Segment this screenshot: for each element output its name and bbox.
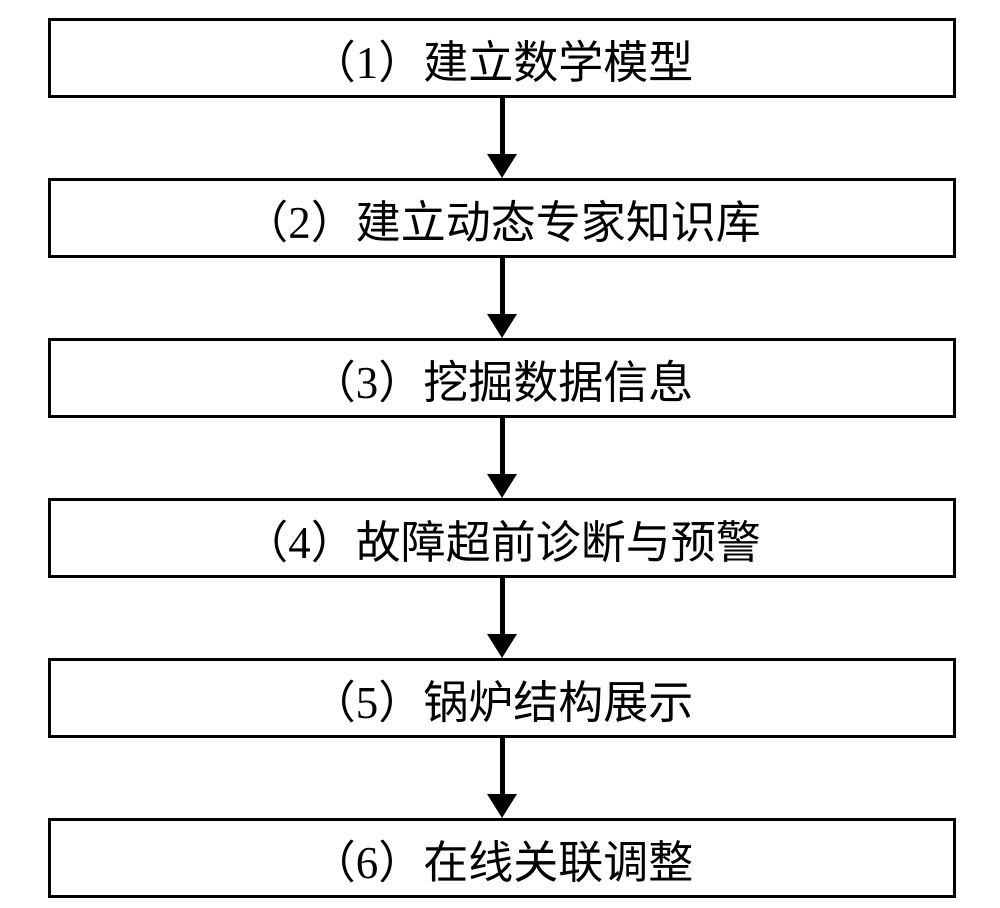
flow-step-3: （3）挖掘数据信息	[48, 338, 956, 418]
flow-step-4: （4）故障超前诊断与预警	[48, 498, 956, 578]
arrow-line	[500, 418, 505, 474]
arrow-head-icon	[487, 314, 517, 338]
flow-step-label: （2）建立动态专家知识库	[243, 186, 761, 251]
flow-step-1: （1）建立数学模型	[48, 18, 956, 98]
flow-step-label: （5）锅炉结构展示	[311, 666, 694, 731]
arrow-head-icon	[487, 634, 517, 658]
arrow-line	[500, 578, 505, 634]
flow-step-label: （1）建立数学模型	[311, 26, 694, 91]
flow-step-6: （6）在线关联调整	[48, 818, 956, 898]
flow-step-label: （3）挖掘数据信息	[311, 346, 694, 411]
arrow-line	[500, 738, 505, 794]
flow-step-5: （5）锅炉结构展示	[48, 658, 956, 738]
arrow-head-icon	[487, 794, 517, 818]
arrow-head-icon	[487, 154, 517, 178]
arrow-head-icon	[487, 474, 517, 498]
arrow-line	[500, 98, 505, 154]
arrow-line	[500, 258, 505, 314]
flow-step-label: （6）在线关联调整	[311, 826, 694, 891]
flow-step-label: （4）故障超前诊断与预警	[243, 506, 761, 571]
flowchart-container: （1）建立数学模型 （2）建立动态专家知识库 （3）挖掘数据信息 （4）故障超前…	[0, 0, 1000, 908]
flow-step-2: （2）建立动态专家知识库	[48, 178, 956, 258]
